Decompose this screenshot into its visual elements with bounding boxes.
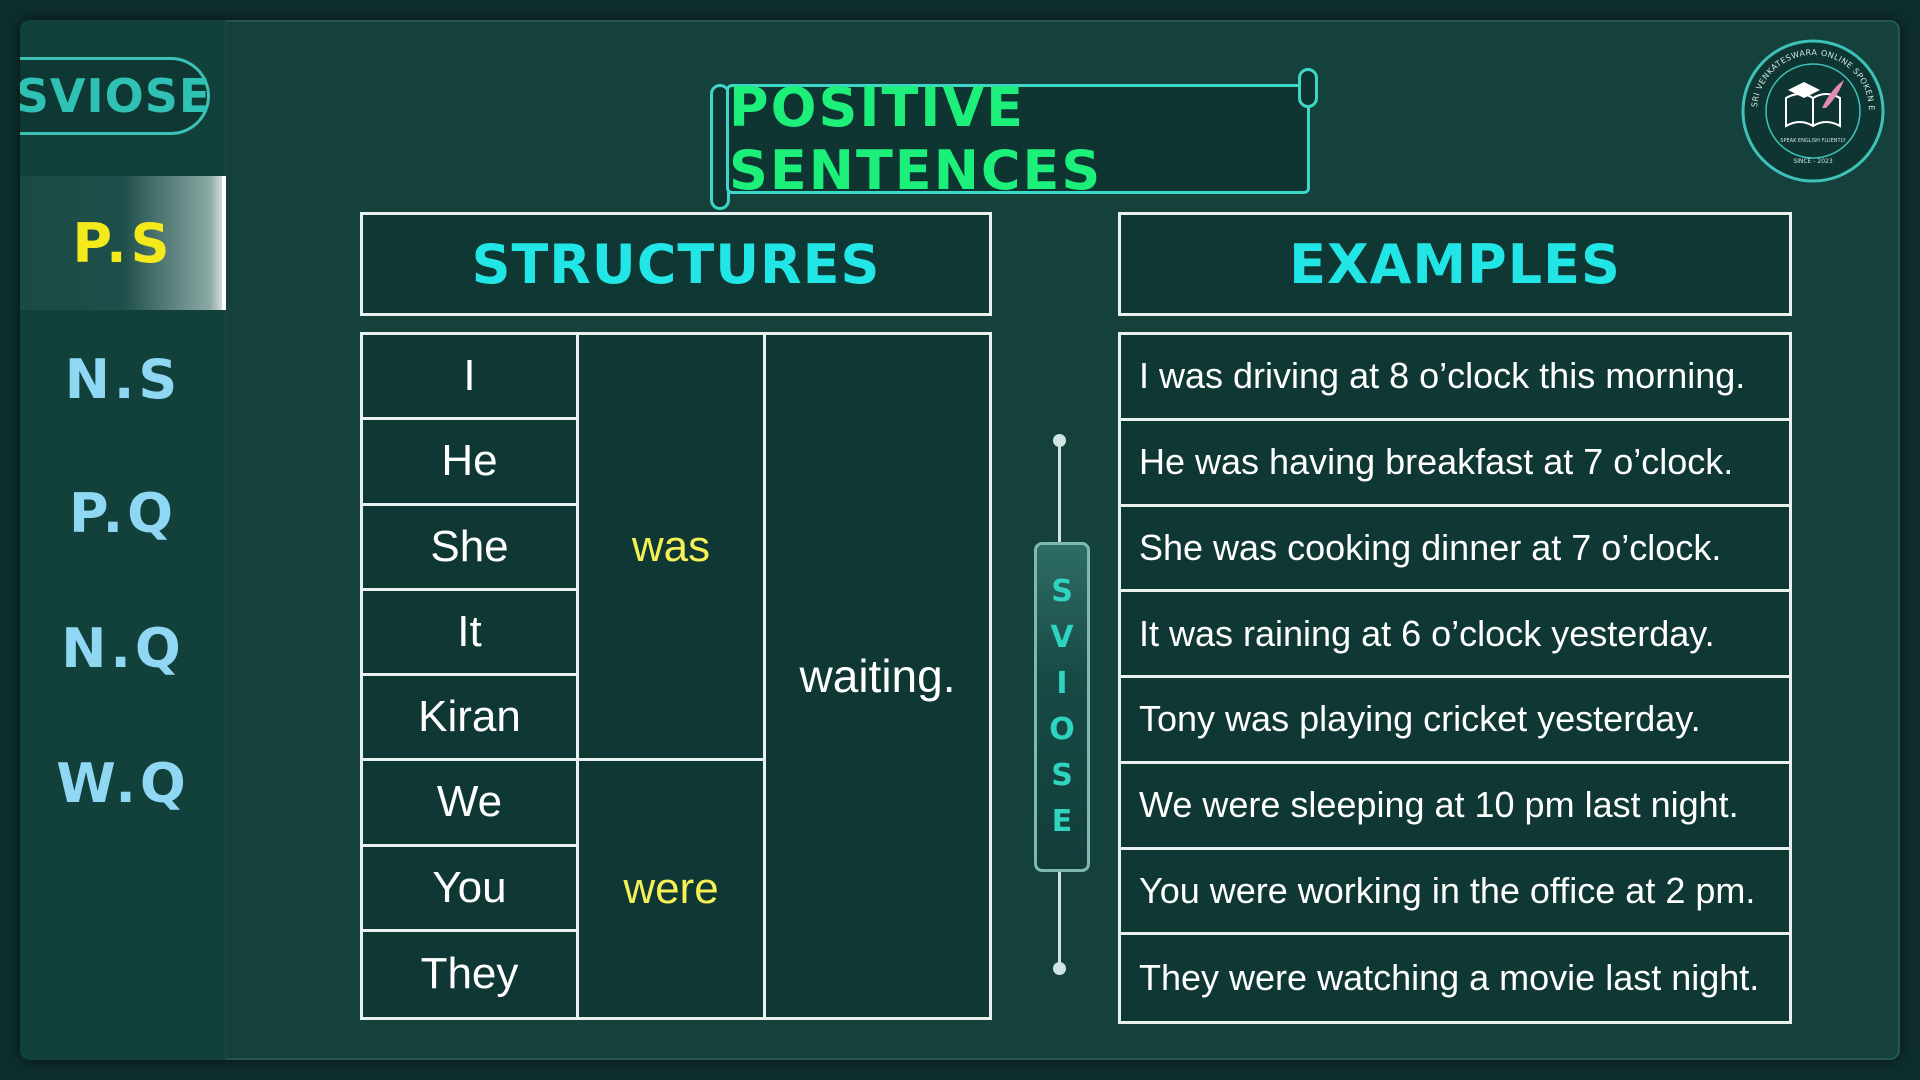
structures-header-label: STRUCTURES	[471, 232, 881, 296]
title-box: POSITIVE SENTENCES	[726, 76, 1310, 202]
aux-was-cell: was	[579, 335, 763, 761]
brand-label: SVIOSE	[20, 69, 212, 123]
pronoun-cell: She	[363, 506, 576, 591]
divider-letter: S	[1051, 758, 1073, 793]
page-title: POSITIVE SENTENCES	[729, 76, 1103, 202]
sidebar-item-ps[interactable]: P.S	[20, 176, 226, 310]
sidebar-item-nq[interactable]: N.Q	[20, 581, 226, 715]
example-row: We were sleeping at 10 pm last night.	[1121, 764, 1789, 850]
vertical-divider: S V I O S E	[1030, 430, 1090, 980]
divider-brand-pill: S V I O S E	[1034, 542, 1090, 872]
structures-header: STRUCTURES	[360, 212, 992, 316]
sidebar-item-ns[interactable]: N.S	[20, 312, 226, 446]
divider-letter: S	[1051, 574, 1073, 609]
divider-letter: I	[1056, 666, 1068, 701]
logo-since: SINCE - 2023	[1793, 158, 1832, 165]
verb-cell: waiting.	[799, 650, 956, 702]
examples-header: EXAMPLES	[1118, 212, 1792, 316]
structures-table: I He She It Kiran We You They was were w…	[360, 332, 992, 1020]
pronoun-cell: It	[363, 591, 576, 676]
pronoun-cell: They	[420, 949, 519, 999]
sidebar-item-pq[interactable]: P.Q	[20, 446, 226, 580]
pronoun-cell: You	[363, 847, 576, 932]
pronoun-cell: Kiran	[363, 676, 576, 762]
divider-dot-top	[1053, 434, 1066, 447]
pronoun-cell: He	[363, 420, 576, 506]
pronoun-cell: I	[363, 335, 576, 421]
school-logo-icon: SRI VENKATESWARA ONLINE SPOKEN ENGLISH S…	[1737, 31, 1885, 183]
example-row: I was driving at 8 o’clock this morning.	[1121, 335, 1789, 421]
brand-badge: SVIOSE	[20, 57, 210, 135]
example-row: Tony was playing cricket yesterday.	[1121, 678, 1789, 764]
logo-tagline: SPEAK ENGLISH FLUENTLY	[1780, 138, 1846, 144]
sidebar-item-label: P.Q	[68, 481, 178, 545]
example-row: It was raining at 6 o’clock yesterday.	[1121, 592, 1789, 678]
divider-letter: O	[1049, 712, 1075, 747]
sidebar-item-label: W.Q	[56, 751, 190, 815]
divider-dot-bottom	[1053, 962, 1066, 975]
examples-header-label: EXAMPLES	[1289, 232, 1621, 296]
auxiliary-column: was were	[579, 335, 766, 1017]
sidebar: SVIOSE P.S N.S P.Q N.Q W.Q	[20, 20, 226, 1060]
title-banner: POSITIVE SENTENCES	[710, 68, 1318, 210]
example-row: He was having breakfast at 7 o’clock.	[1121, 421, 1789, 507]
slide-frame: SVIOSE P.S N.S P.Q N.Q W.Q POSITIVE SENT…	[20, 20, 1900, 1060]
aux-were-cell: were	[623, 864, 719, 913]
example-row: They were watching a movie last night.	[1139, 957, 1760, 999]
school-logo: SRI VENKATESWARA ONLINE SPOKEN ENGLISH S…	[1737, 31, 1886, 184]
divider-letter: E	[1051, 804, 1073, 839]
sidebar-item-label: N.S	[64, 347, 182, 411]
scroll-curl-right	[1298, 68, 1318, 108]
sidebar-item-label: P.S	[72, 211, 174, 275]
example-row: She was cooking dinner at 7 o’clock.	[1121, 507, 1789, 593]
divider-letter: V	[1050, 620, 1074, 655]
examples-table: I was driving at 8 o’clock this morning.…	[1118, 332, 1792, 1024]
pronoun-cell: We	[363, 761, 576, 847]
sidebar-item-wq[interactable]: W.Q	[20, 716, 226, 850]
sidebar-item-label: N.Q	[61, 616, 185, 680]
pronoun-column: I He She It Kiran We You They	[363, 335, 579, 1017]
example-row: You were working in the office at 2 pm.	[1121, 850, 1789, 936]
